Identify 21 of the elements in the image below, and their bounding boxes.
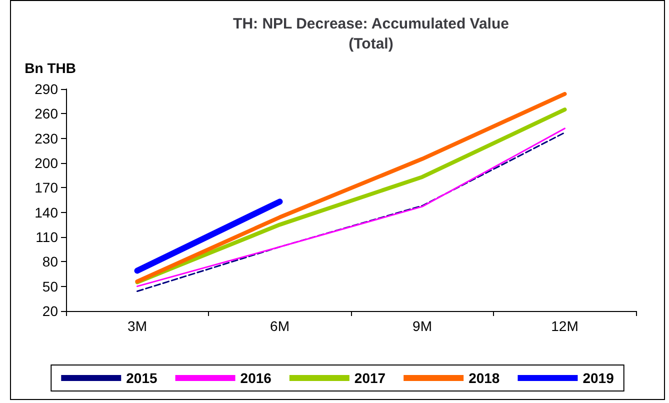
y-tick-label: 230 bbox=[34, 130, 58, 146]
legend-label: 2015 bbox=[126, 370, 158, 386]
y-axis-title: Bn THB bbox=[24, 60, 76, 76]
legend-label: 2017 bbox=[354, 370, 386, 386]
y-tick-label: 200 bbox=[34, 155, 58, 171]
y-tick-label: 170 bbox=[34, 180, 58, 196]
y-tick-label: 50 bbox=[42, 278, 58, 294]
y-tick-label: 260 bbox=[34, 106, 58, 122]
chart-title: TH: NPL Decrease: Accumulated Value (Total) bbox=[233, 16, 509, 52]
y-tick-label: 20 bbox=[42, 303, 58, 319]
x-tick-label: 6M bbox=[270, 318, 290, 334]
legend-label: 2018 bbox=[468, 370, 500, 386]
legend-label: 2019 bbox=[582, 370, 614, 386]
x-tick-label: 3M bbox=[128, 318, 147, 334]
legend-label: 2016 bbox=[240, 370, 272, 386]
y-tick-label: 110 bbox=[36, 229, 58, 245]
x-tick-label: 9M bbox=[412, 318, 432, 334]
y-tick-label: 290 bbox=[34, 81, 58, 97]
y-tick-label: 140 bbox=[34, 204, 58, 220]
y-tick-label: 80 bbox=[42, 254, 58, 270]
x-tick-label: 12M bbox=[551, 318, 578, 334]
